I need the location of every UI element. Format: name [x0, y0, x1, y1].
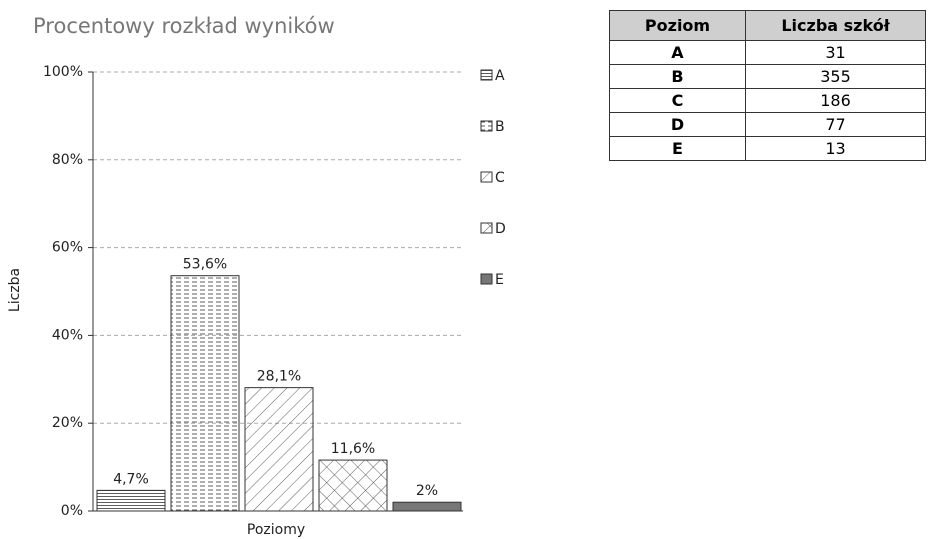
legend-label: D	[495, 221, 506, 237]
table-cell: 31	[745, 40, 926, 65]
legend-label: A	[495, 68, 505, 84]
legend-label: C	[495, 170, 505, 186]
table-cell: E	[609, 136, 746, 161]
bar	[392, 501, 462, 512]
table-cell: A	[609, 40, 746, 65]
y-tick-label: 20%	[52, 415, 83, 431]
bar	[170, 275, 240, 512]
chart-title: Procentowy rozkład wyników	[33, 14, 335, 38]
y-tick-label: 40%	[52, 327, 83, 343]
table-cell: 186	[745, 88, 926, 113]
legend-swatch	[480, 171, 493, 183]
table-row: E 13	[609, 136, 926, 161]
y-axis-label: Liczba	[7, 268, 23, 312]
table-cell: B	[609, 64, 746, 89]
y-tick-label: 100%	[43, 64, 83, 80]
table-header: Liczba szkół	[745, 10, 926, 41]
data-label: 11,6%	[331, 441, 375, 457]
y-tick-label: 0%	[61, 503, 83, 519]
legend-swatch	[480, 120, 493, 132]
data-label: 53,6%	[183, 257, 227, 273]
table-cell: 77	[745, 112, 926, 137]
data-label: 2%	[416, 483, 438, 499]
legend-label: E	[495, 272, 504, 288]
y-tick-label: 80%	[52, 152, 83, 168]
table-row: B 355	[609, 64, 926, 89]
chart: Procentowy rozkład wyników Poziomy Liczb…	[7, 14, 506, 538]
table-cell: 355	[745, 64, 926, 89]
legend-swatch	[480, 273, 493, 285]
table-row: C 186	[609, 88, 926, 113]
x-axis-label: Poziomy	[247, 522, 305, 538]
table-header: Poziom	[609, 10, 746, 41]
table: Poziom Liczba szkół A 31 B 355 C 186 D 77 E 13	[609, 10, 926, 161]
table-row: D 77	[609, 112, 926, 137]
table-cell: D	[609, 112, 746, 137]
bar	[318, 459, 388, 512]
legend-label: B	[495, 119, 505, 135]
y-tick-label: 60%	[52, 240, 83, 256]
bar	[244, 387, 314, 512]
table-row: A 31	[609, 40, 926, 65]
table-cell: C	[609, 88, 746, 113]
table-cell: 13	[745, 136, 926, 161]
legend-swatch	[480, 222, 493, 234]
data-label: 4,7%	[113, 471, 149, 487]
legend-swatch	[480, 69, 493, 81]
data-label: 28,1%	[257, 369, 301, 385]
bar	[96, 489, 166, 512]
